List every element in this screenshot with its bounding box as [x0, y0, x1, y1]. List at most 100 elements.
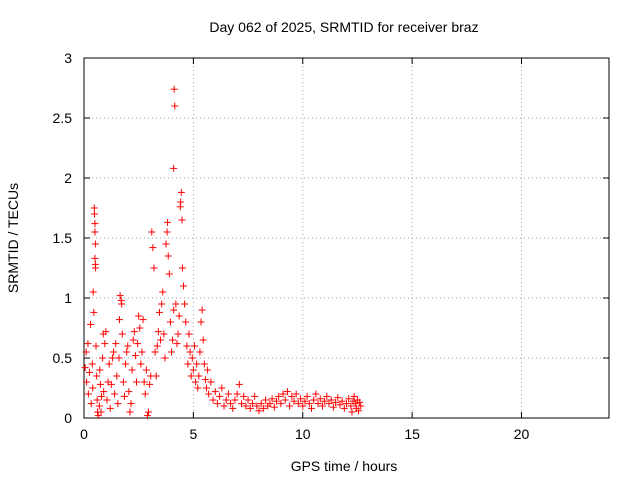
data-point — [347, 402, 355, 410]
data-point — [108, 354, 116, 362]
data-point — [96, 366, 104, 374]
data-point — [107, 380, 115, 388]
data-point — [297, 395, 305, 403]
data-point — [350, 392, 358, 400]
data-point — [248, 400, 256, 408]
data-point — [129, 336, 137, 344]
data-point — [163, 228, 171, 236]
plot-frame — [83, 57, 610, 419]
data-point — [153, 342, 161, 350]
data-point — [123, 348, 131, 356]
data-point — [171, 102, 179, 110]
data-point — [312, 390, 320, 398]
data-point — [283, 388, 291, 396]
data-point — [83, 378, 91, 386]
data-point — [188, 354, 196, 362]
data-point — [218, 384, 226, 392]
data-point — [244, 396, 252, 404]
data-point — [148, 228, 156, 236]
data-point — [211, 388, 219, 396]
data-point — [106, 404, 114, 412]
data-point — [126, 408, 134, 416]
data-point — [277, 400, 285, 408]
data-point — [231, 396, 239, 404]
data-point — [200, 360, 208, 368]
data-point — [194, 384, 202, 392]
data-point — [340, 404, 348, 412]
data-point — [275, 392, 283, 400]
data-point — [112, 340, 120, 348]
data-point — [134, 340, 142, 348]
data-point — [204, 366, 212, 374]
data-point — [103, 396, 111, 404]
data-point — [157, 336, 165, 344]
data-point — [91, 210, 98, 218]
data-point — [118, 330, 126, 338]
data-point — [181, 300, 189, 308]
data-point — [220, 402, 228, 410]
data-point — [82, 348, 90, 356]
data-point — [251, 392, 259, 400]
data-point — [321, 397, 329, 405]
data-point — [305, 400, 313, 408]
data-point — [185, 330, 193, 338]
data-point — [160, 330, 168, 338]
data-point — [146, 380, 154, 388]
data-point — [195, 372, 203, 380]
data-point — [141, 390, 149, 398]
data-point — [266, 400, 274, 408]
data-point — [286, 402, 294, 410]
data-point — [222, 396, 230, 404]
data-point — [166, 318, 174, 326]
data-point — [310, 396, 318, 404]
data-point — [229, 404, 237, 412]
data-point — [114, 400, 122, 408]
data-point — [169, 336, 177, 344]
data-point — [145, 408, 153, 416]
data-point — [186, 348, 194, 356]
y-tick-label: 1 — [64, 290, 72, 306]
data-point — [113, 372, 121, 380]
data-point — [164, 252, 172, 260]
data-point — [93, 396, 101, 404]
data-point — [178, 216, 186, 224]
data-point — [197, 318, 205, 326]
data-point — [89, 288, 97, 296]
data-point — [91, 220, 99, 228]
data-point — [105, 360, 113, 368]
data-point — [125, 388, 133, 396]
y-tick-label: 1.5 — [53, 230, 73, 246]
data-point — [150, 264, 158, 272]
data-point — [88, 360, 96, 368]
x-axis-label: GPS time / hours — [291, 458, 398, 474]
data-point — [133, 378, 140, 386]
data-point — [96, 380, 104, 388]
data-point — [357, 402, 365, 410]
y-tick-label: 0 — [64, 410, 72, 426]
data-point — [190, 342, 198, 350]
data-point — [196, 348, 204, 356]
data-point — [143, 412, 151, 420]
data-point — [203, 384, 210, 392]
data-point — [281, 396, 289, 404]
data-point — [149, 244, 157, 252]
data-point — [128, 366, 136, 374]
data-point — [314, 400, 322, 408]
data-point — [93, 372, 101, 380]
data-point — [255, 407, 263, 415]
data-point — [325, 400, 333, 408]
data-point — [90, 308, 98, 316]
y-axis-label: SRMTID / TECUs — [5, 183, 21, 293]
data-point — [334, 394, 342, 402]
data-point — [351, 400, 359, 408]
data-point — [81, 364, 89, 372]
data-point — [95, 402, 103, 410]
x-tick-label: 20 — [514, 426, 530, 442]
data-point — [161, 354, 169, 362]
data-point — [127, 400, 135, 408]
data-point — [162, 240, 170, 248]
data-point — [154, 328, 162, 336]
data-point — [138, 348, 146, 356]
data-point — [182, 318, 190, 326]
